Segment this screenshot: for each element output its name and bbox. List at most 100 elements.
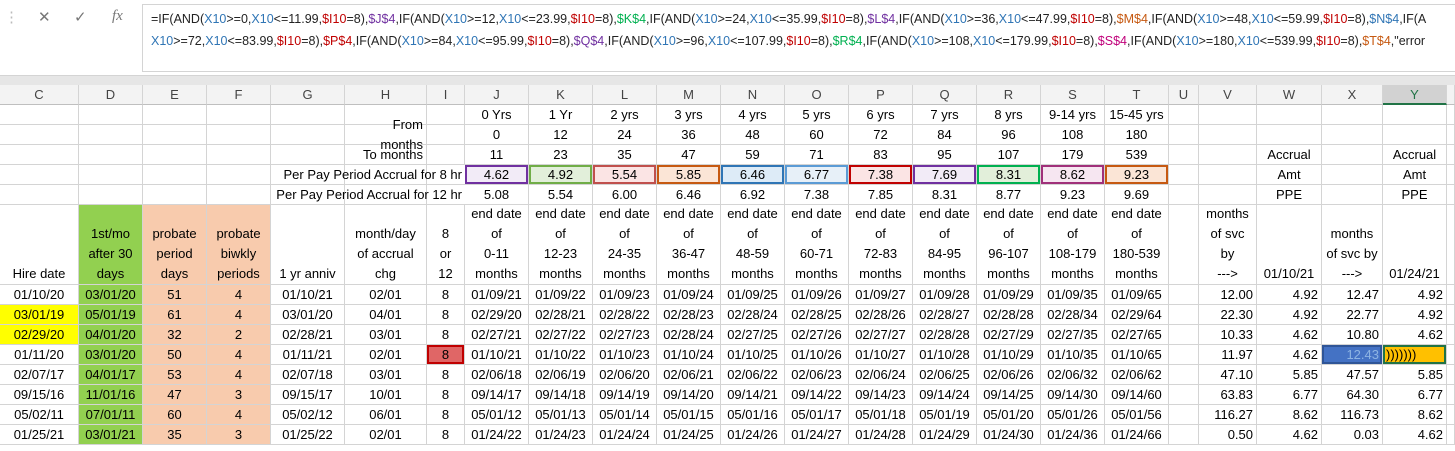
cell[interactable]: 107 [977,145,1041,165]
cell[interactable]: end date of 24-35 months [593,205,657,285]
empty-cell[interactable] [0,105,79,125]
cell[interactable]: end date of 108-179 months [1041,205,1105,285]
cell[interactable]: PPE [1257,185,1322,205]
cell[interactable]: 4.62 [1383,325,1447,345]
cell[interactable]: 64.30 [1322,385,1383,405]
empty-cell[interactable] [1169,285,1199,305]
empty-cell[interactable] [79,165,143,185]
cell[interactable]: 02/01 [345,345,427,365]
empty-cell[interactable] [143,145,207,165]
cell[interactable]: 9.23 [1105,165,1169,185]
cell[interactable]: 02/28/22 [593,305,657,325]
cell[interactable]: 01/10/20 [0,285,79,305]
cell[interactable]: 51 [143,285,207,305]
cell[interactable]: 02/28/21 [271,325,345,345]
cell[interactable]: 01/09/21 [465,285,529,305]
cell[interactable]: 108 [1041,125,1105,145]
cell[interactable]: 5.85 [1383,365,1447,385]
cell[interactable]: 01/24/22 [465,425,529,445]
cell[interactable]: 02/06/26 [977,365,1041,385]
cell[interactable]: 4 [207,305,271,325]
column-header[interactable]: Q [913,85,977,105]
cell[interactable]: 09/14/18 [529,385,593,405]
cell[interactable]: Per Pay Period Accrual for 8 hr [284,165,465,185]
cell[interactable]: 5 yrs [785,105,849,125]
column-header[interactable]: Y [1383,85,1447,105]
empty-cell[interactable] [345,185,427,205]
cell[interactable]: 12 [529,125,593,145]
cell[interactable]: end date of 96-107 months [977,205,1041,285]
cell[interactable]: 02/06/25 [913,365,977,385]
cell[interactable]: To months [345,145,427,165]
column-header[interactable]: C [0,85,79,105]
cell[interactable]: end date of 48-59 months [721,205,785,285]
cell[interactable]: 7.38 [849,165,913,185]
cell[interactable]: 4 [207,365,271,385]
cell[interactable]: 4.62 [1257,425,1322,445]
cell[interactable]: months of svc by ---> [1199,205,1257,285]
cell[interactable]: 5.08 [465,185,529,205]
cell[interactable]: 01/09/25 [721,285,785,305]
cell[interactable]: 02/06/62 [1105,365,1169,385]
cell[interactable]: 05/01/19 [79,305,143,325]
cell[interactable]: 0 Yrs [465,105,529,125]
cancel-button[interactable]: ✕ [38,9,51,26]
cell[interactable]: end date of 84-95 months [913,205,977,285]
cell[interactable]: 03/01/21 [79,425,143,445]
empty-cell[interactable] [0,145,79,165]
cell[interactable]: 05/02/11 [0,405,79,425]
enter-button[interactable]: ✓ [74,9,87,26]
cell[interactable]: 01/24/30 [977,425,1041,445]
cell[interactable]: 6.77 [1257,385,1322,405]
cell[interactable]: 09/14/21 [721,385,785,405]
cell[interactable]: 47 [143,385,207,405]
cell[interactable]: Amt [1257,165,1322,185]
cell[interactable]: 539 [1105,145,1169,165]
cell[interactable]: 02/06/20 [593,365,657,385]
empty-cell[interactable] [1169,105,1199,125]
cell[interactable]: 22.77 [1322,305,1383,325]
empty-cell[interactable] [1199,125,1257,145]
cell[interactable]: 01/10/21 [465,345,529,365]
cell[interactable]: 04/01/17 [79,365,143,385]
cell[interactable]: 3 [207,385,271,405]
cell[interactable]: 180 [1105,125,1169,145]
column-header[interactable]: R [977,85,1041,105]
cell[interactable]: 47 [657,145,721,165]
cell[interactable]: 116.73 [1322,405,1383,425]
cell[interactable]: 01/24/28 [849,425,913,445]
cell[interactable]: 50 [143,345,207,365]
cell[interactable]: 07/01/11 [79,405,143,425]
cell[interactable]: 1 yr anniv [271,205,345,285]
cell[interactable]: 01/09/27 [849,285,913,305]
cell[interactable]: 01/09/22 [529,285,593,305]
column-header[interactable]: N [721,85,785,105]
cell[interactable]: 09/14/30 [1041,385,1105,405]
empty-cell[interactable] [1169,405,1199,425]
empty-cell[interactable] [345,165,427,185]
cell[interactable]: 02/27/26 [785,325,849,345]
cell[interactable]: 01/24/21 [1383,205,1447,285]
cell[interactable]: 03/01/19 [0,305,79,325]
cell[interactable]: 7.69 [913,165,977,185]
cell[interactable]: 02/28/34 [1041,305,1105,325]
cell[interactable]: 01/24/23 [529,425,593,445]
cell[interactable]: 02/01 [345,425,427,445]
cell[interactable]: 02/06/22 [721,365,785,385]
column-header[interactable]: U [1169,85,1199,105]
cell[interactable]: 01/09/35 [1041,285,1105,305]
cell[interactable]: Per Pay Period Accrual for 12 hr [276,185,465,205]
cell[interactable]: 22.30 [1199,305,1257,325]
cell[interactable]: 10.33 [1199,325,1257,345]
cell[interactable]: 5.54 [529,185,593,205]
empty-cell[interactable] [207,185,271,205]
cell[interactable]: 8.62 [1257,405,1322,425]
empty-cell[interactable] [1322,105,1383,125]
cell[interactable]: 01/09/28 [913,285,977,305]
cell[interactable]: 48 [721,125,785,145]
column-header[interactable]: D [79,85,143,105]
cell[interactable]: 01/09/26 [785,285,849,305]
cell[interactable]: 0.50 [1199,425,1257,445]
cell[interactable]: 05/01/17 [785,405,849,425]
cell[interactable]: 60 [143,405,207,425]
